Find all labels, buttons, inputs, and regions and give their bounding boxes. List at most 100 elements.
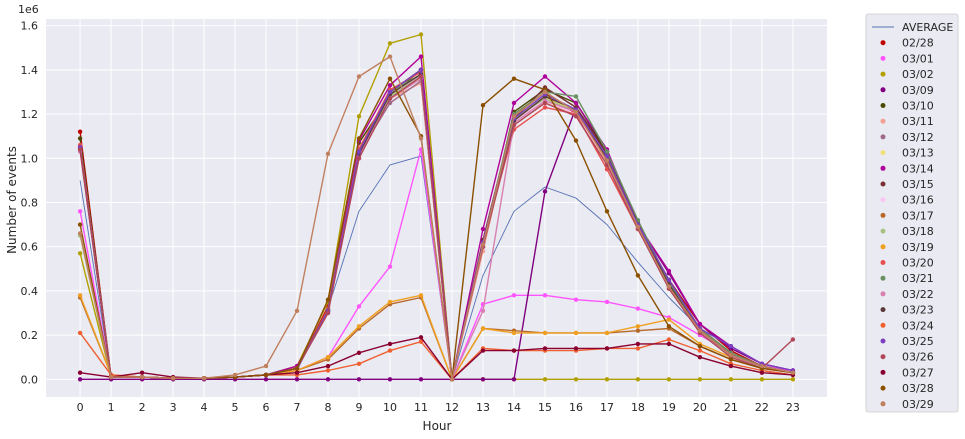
data-point <box>418 335 424 340</box>
data-point <box>604 330 610 336</box>
data-point <box>697 344 703 349</box>
data-point <box>790 377 796 382</box>
legend-swatch <box>880 260 886 265</box>
legend-label: 03/16 <box>902 194 934 207</box>
data-point <box>356 149 362 154</box>
data-point <box>480 377 486 382</box>
data-point <box>790 337 796 342</box>
data-point <box>635 346 641 351</box>
data-point <box>325 151 331 156</box>
legend: AVERAGE 02/28 03/01 03/02 03/09 03/10 03/11 03/… <box>865 13 959 413</box>
legend-swatch <box>880 322 886 328</box>
legend-swatch <box>880 71 886 77</box>
data-point <box>511 100 517 106</box>
data-point <box>604 299 610 305</box>
data-point <box>573 94 579 99</box>
legend-swatch <box>880 385 886 391</box>
data-point <box>573 377 579 382</box>
y-tick-labels: 0.0 0.2 0.4 0.6 0.8 1.0 1.2 1.4 1.6 <box>21 20 39 387</box>
legend-label: 03/02 <box>902 68 934 81</box>
data-point <box>387 41 393 46</box>
x-tick-label: 8 <box>325 401 332 414</box>
legend-swatch <box>880 165 886 171</box>
data-point <box>573 330 579 336</box>
x-tick-label: 15 <box>538 401 552 414</box>
x-tick-label: 14 <box>507 401 521 414</box>
data-point <box>418 32 424 37</box>
data-point <box>325 297 331 302</box>
legend-label: 03/11 <box>902 115 934 128</box>
legend-label: 03/26 <box>902 351 934 364</box>
data-point <box>356 114 362 119</box>
legend-label: 03/12 <box>902 131 934 144</box>
data-point <box>387 264 393 269</box>
data-point <box>759 370 765 375</box>
data-point <box>387 299 393 305</box>
data-point <box>356 74 362 79</box>
data-point <box>387 341 393 347</box>
data-point <box>511 76 517 81</box>
data-point <box>666 337 672 342</box>
y-axis-label: Number of events <box>5 146 19 254</box>
data-point <box>728 377 734 382</box>
gridlines <box>46 19 827 397</box>
legend-label: 03/15 <box>902 178 934 191</box>
x-tick-label: 3 <box>170 401 177 414</box>
data-point <box>728 357 734 362</box>
data-point <box>759 363 765 369</box>
data-point <box>418 67 424 73</box>
data-point <box>573 109 579 115</box>
data-point <box>77 231 83 236</box>
y-tick-label: 0.6 <box>21 241 39 254</box>
data-point <box>418 136 424 141</box>
data-point <box>604 377 610 382</box>
legend-label: 03/01 <box>902 52 934 65</box>
data-point <box>108 374 114 380</box>
data-point <box>573 100 579 106</box>
x-tick-label: 23 <box>786 401 800 414</box>
x-tick-label: 13 <box>476 401 490 414</box>
data-point <box>511 330 517 336</box>
legend-swatch <box>880 401 886 407</box>
data-point <box>635 306 641 311</box>
data-point <box>635 328 641 333</box>
x-tick-label: 6 <box>263 401 270 414</box>
x-tick-label: 21 <box>724 401 738 414</box>
data-point <box>294 308 300 313</box>
data-point <box>418 339 424 344</box>
legend-swatch <box>880 134 886 140</box>
legend-swatch <box>880 55 886 61</box>
data-point <box>201 376 207 381</box>
data-point <box>387 76 393 81</box>
data-point <box>387 54 393 59</box>
data-point <box>728 363 734 369</box>
y-multiplier-label: 1e6 <box>18 3 39 16</box>
data-point <box>418 293 424 298</box>
data-point <box>604 346 610 351</box>
data-point <box>170 376 176 381</box>
data-point <box>325 310 331 316</box>
x-tick-label: 2 <box>139 401 146 414</box>
data-point <box>542 293 548 298</box>
y-tick-label: 0.2 <box>21 329 39 342</box>
data-point <box>790 370 796 375</box>
data-point <box>542 346 548 351</box>
legend-swatch <box>880 150 886 156</box>
x-tick-label: 22 <box>755 401 769 414</box>
legend-swatch <box>880 307 886 313</box>
data-point <box>77 129 83 134</box>
y-tick-label: 1.0 <box>21 152 39 165</box>
y-tick-label: 1.6 <box>21 20 39 33</box>
x-tick-label: 19 <box>662 401 676 414</box>
legend-swatch <box>880 103 886 108</box>
data-point <box>356 304 362 309</box>
y-tick-label: 0.8 <box>21 196 39 209</box>
data-point <box>263 377 269 382</box>
data-point <box>387 377 393 382</box>
data-point <box>635 273 641 278</box>
x-tick-label: 20 <box>693 401 707 414</box>
x-tick-label: 4 <box>201 401 208 414</box>
legend-label: AVERAGE <box>902 21 953 34</box>
x-tick-label: 0 <box>77 401 84 414</box>
